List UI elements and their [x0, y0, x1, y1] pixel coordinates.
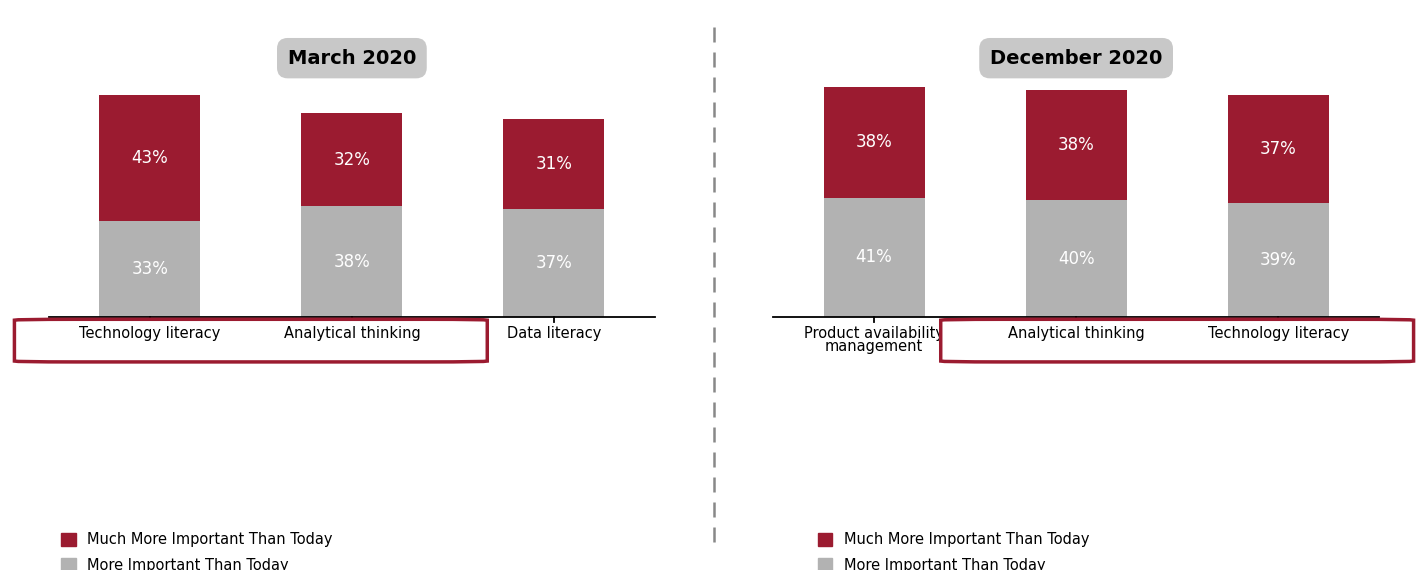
- Bar: [824, 198, 924, 317]
- Text: 41%: 41%: [855, 249, 892, 266]
- Text: Analytical thinking: Analytical thinking: [284, 326, 420, 341]
- Text: Product availability: Product availability: [804, 326, 944, 341]
- Bar: [1025, 201, 1127, 317]
- Bar: [504, 119, 604, 209]
- Text: 38%: 38%: [855, 133, 892, 151]
- Text: Technology literacy: Technology literacy: [79, 326, 220, 341]
- Text: 43%: 43%: [131, 149, 169, 167]
- Text: 31%: 31%: [536, 155, 573, 173]
- Bar: [1228, 203, 1328, 317]
- Bar: [1228, 95, 1328, 203]
- Text: 38%: 38%: [334, 253, 370, 271]
- Legend: Much More Important Than Today, More Important Than Today: Much More Important Than Today, More Imp…: [813, 527, 1095, 570]
- Bar: [301, 206, 403, 317]
- Text: management: management: [825, 339, 922, 354]
- Text: 38%: 38%: [1058, 136, 1094, 154]
- Text: 39%: 39%: [1259, 251, 1297, 269]
- Text: 32%: 32%: [334, 150, 370, 169]
- Bar: [100, 95, 200, 221]
- Legend: Much More Important Than Today, More Important Than Today: Much More Important Than Today, More Imp…: [56, 527, 338, 570]
- Bar: [504, 209, 604, 317]
- Text: Data literacy: Data literacy: [507, 326, 601, 341]
- Text: 40%: 40%: [1058, 250, 1094, 268]
- Bar: [1025, 89, 1127, 201]
- Text: Technology literacy: Technology literacy: [1208, 326, 1349, 341]
- Text: 37%: 37%: [536, 254, 573, 272]
- Text: Technology literacy: Technology literacy: [79, 326, 220, 341]
- FancyBboxPatch shape: [14, 319, 487, 362]
- Bar: [824, 87, 924, 198]
- Text: Analytical thinking: Analytical thinking: [1008, 326, 1144, 341]
- Text: Analytical thinking: Analytical thinking: [1008, 326, 1144, 341]
- Text: 33%: 33%: [131, 260, 169, 278]
- Text: Technology literacy: Technology literacy: [1208, 326, 1349, 341]
- Text: December 2020: December 2020: [990, 48, 1162, 68]
- Bar: [100, 221, 200, 317]
- Bar: [301, 113, 403, 206]
- Text: 37%: 37%: [1259, 140, 1297, 158]
- Text: March 2020: March 2020: [287, 48, 416, 68]
- FancyBboxPatch shape: [941, 319, 1414, 362]
- Text: Analytical thinking: Analytical thinking: [284, 326, 420, 341]
